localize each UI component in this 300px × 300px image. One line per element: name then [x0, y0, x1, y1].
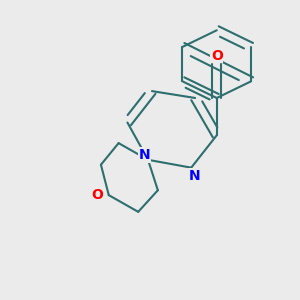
- Text: O: O: [211, 49, 223, 63]
- Text: N: N: [188, 169, 200, 182]
- Text: N: N: [138, 148, 150, 162]
- Text: O: O: [91, 188, 103, 202]
